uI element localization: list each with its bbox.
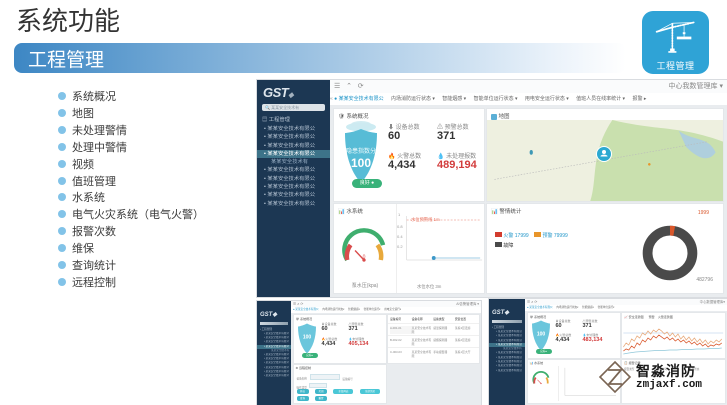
svg-text:100: 100 [351,156,371,170]
svg-text:100: 100 [536,332,545,338]
svg-text:100: 100 [302,335,311,341]
svg-text:隐患指数分: 隐患指数分 [346,147,376,155]
svg-text:0: 0 [363,254,366,260]
